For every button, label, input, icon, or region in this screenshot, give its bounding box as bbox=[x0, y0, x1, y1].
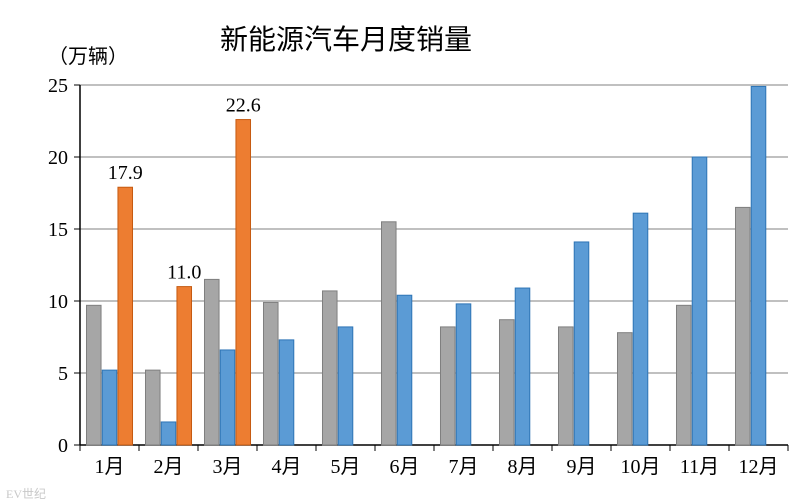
y-tick-label: 10 bbox=[48, 291, 68, 313]
bar-series-b-blue bbox=[338, 327, 353, 445]
bar-series-b-blue bbox=[161, 422, 176, 445]
bar-series-c-orange bbox=[118, 187, 133, 445]
x-tick-label: 8月 bbox=[508, 456, 538, 478]
bar-series-a-gray bbox=[263, 302, 278, 445]
bar-series-b-blue bbox=[220, 350, 235, 445]
bar-series-a-gray bbox=[558, 327, 573, 445]
bar-series-b-blue bbox=[574, 242, 589, 445]
x-tick-label: 12月 bbox=[739, 456, 779, 478]
chart-svg: 0 5 10 15 20 25 1月 2月 3月 4月 5月 6月 7月 8月 9月 10月 11月 12月 17.… bbox=[0, 0, 800, 503]
x-tick-label: 9月 bbox=[567, 456, 597, 478]
data-label: 11.0 bbox=[167, 262, 201, 284]
bar-series-b-blue bbox=[633, 213, 648, 445]
bar-series-a-gray bbox=[204, 279, 219, 445]
bar-series-a-gray bbox=[381, 222, 396, 445]
x-tick-label: 2月 bbox=[154, 456, 184, 478]
y-tick-label: 20 bbox=[48, 147, 68, 169]
y-tick-label: 25 bbox=[48, 75, 68, 97]
bar-series-c-orange bbox=[177, 287, 192, 445]
y-axis-unit-label: （万辆） bbox=[48, 40, 128, 69]
data-label: 17.9 bbox=[108, 162, 143, 184]
x-tick-label: 5月 bbox=[331, 456, 361, 478]
x-tick-label: 3月 bbox=[213, 456, 243, 478]
bar-series-c-orange bbox=[236, 120, 251, 445]
bar-series-a-gray bbox=[617, 333, 632, 445]
chart-title: 新能源汽车月度销量 bbox=[220, 18, 472, 58]
bar-series-a-gray bbox=[735, 207, 750, 445]
x-tick-label: 7月 bbox=[449, 456, 479, 478]
x-tick-label: 4月 bbox=[272, 456, 302, 478]
data-label: 22.6 bbox=[226, 95, 261, 117]
bar-series-a-gray bbox=[676, 305, 691, 445]
bar-series-a-gray bbox=[322, 291, 337, 445]
bar-series-b-blue bbox=[751, 86, 766, 445]
bar-series-b-blue bbox=[692, 157, 707, 445]
bar-series-a-gray bbox=[499, 320, 514, 445]
bar-series-b-blue bbox=[456, 304, 471, 445]
bar-series-b-blue bbox=[102, 370, 117, 445]
y-tick-label: 0 bbox=[58, 435, 68, 457]
y-tick-label: 15 bbox=[48, 219, 68, 241]
x-tick-label: 1月 bbox=[95, 456, 125, 478]
x-tick-label: 6月 bbox=[390, 456, 420, 478]
bar-series-b-blue bbox=[279, 340, 294, 445]
bar-series-a-gray bbox=[145, 370, 160, 445]
x-tick-label: 11月 bbox=[680, 456, 719, 478]
bar-series-b-blue bbox=[397, 295, 412, 445]
watermark-text: EV世纪 bbox=[6, 487, 46, 501]
bar-series-a-gray bbox=[86, 305, 101, 445]
bar-series-a-gray bbox=[440, 327, 455, 445]
y-tick-label: 5 bbox=[58, 363, 68, 385]
chart-container: 0 5 10 15 20 25 1月 2月 3月 4月 5月 6月 7月 8月 9月 10月 11月 12月 17.… bbox=[0, 0, 800, 503]
x-tick-label: 10月 bbox=[621, 456, 661, 478]
bar-series-b-blue bbox=[515, 288, 530, 445]
